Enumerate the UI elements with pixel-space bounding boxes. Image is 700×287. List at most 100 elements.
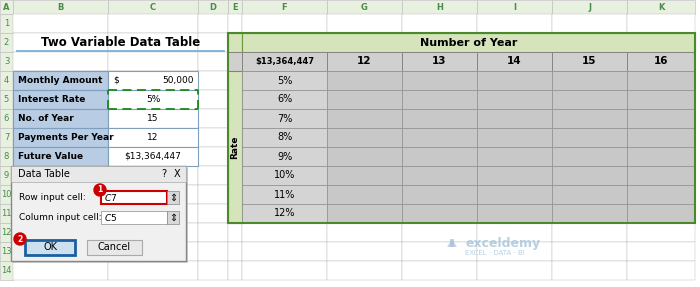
Bar [198, 33, 228, 52]
Bar [13, 33, 108, 52]
Bar [477, 128, 552, 147]
Bar [402, 109, 477, 128]
Bar [25, 240, 75, 255]
Bar [13, 128, 108, 147]
Bar [108, 166, 198, 185]
Bar [477, 90, 552, 109]
Bar [552, 147, 627, 166]
Bar [242, 204, 327, 223]
Text: Two Variable Data Table: Two Variable Data Table [41, 36, 200, 49]
Text: 12%: 12% [274, 208, 295, 218]
Bar [108, 109, 198, 128]
Text: 9%: 9% [277, 152, 292, 162]
Bar [627, 166, 695, 185]
Bar [477, 204, 552, 223]
Bar [0, 166, 13, 185]
Bar [13, 168, 188, 263]
Bar [552, 14, 627, 33]
Text: Data Table: Data Table [18, 169, 70, 179]
Bar [627, 204, 695, 223]
Bar [228, 0, 242, 14]
Bar [198, 166, 228, 185]
Bar [627, 14, 695, 33]
Bar [627, 128, 695, 147]
Bar [167, 191, 179, 204]
Bar [477, 71, 552, 90]
Bar [108, 185, 198, 204]
Bar [0, 33, 13, 52]
Bar [108, 0, 198, 14]
Text: G: G [361, 3, 368, 11]
Text: $C$7: $C$7 [104, 192, 118, 203]
Bar [108, 109, 198, 128]
Bar [108, 242, 198, 261]
Bar [627, 52, 695, 71]
Bar [552, 52, 627, 71]
Bar [108, 223, 198, 242]
Bar [108, 71, 198, 90]
Bar [198, 204, 228, 223]
Circle shape [94, 184, 106, 196]
Bar [552, 33, 627, 52]
Text: 2: 2 [4, 38, 9, 47]
Bar [228, 147, 242, 166]
Bar [108, 52, 198, 71]
Text: 15: 15 [582, 57, 596, 67]
Bar [327, 242, 402, 261]
Bar [552, 71, 627, 90]
Bar [108, 14, 198, 33]
Bar [402, 261, 477, 280]
Text: 7%: 7% [276, 113, 292, 123]
Bar [402, 147, 477, 166]
Bar [477, 33, 552, 52]
Text: OK: OK [43, 243, 57, 253]
Text: 12: 12 [147, 133, 159, 142]
Bar [242, 166, 327, 185]
Text: F: F [281, 3, 287, 11]
Bar [402, 223, 477, 242]
Bar [108, 204, 198, 223]
Bar [477, 52, 552, 71]
Bar [552, 109, 627, 128]
Text: 14: 14 [1, 266, 12, 275]
Text: 4: 4 [4, 76, 9, 85]
Bar [477, 242, 552, 261]
Bar [627, 71, 695, 90]
Bar [402, 166, 477, 185]
Bar [0, 223, 13, 242]
Text: J: J [588, 3, 591, 11]
Bar [552, 52, 627, 71]
Text: 11%: 11% [274, 189, 295, 199]
Bar [242, 128, 327, 147]
Text: 6%: 6% [277, 94, 292, 104]
Bar [552, 185, 627, 204]
Bar [228, 33, 242, 52]
Text: 5%: 5% [276, 75, 292, 86]
Bar [552, 90, 627, 109]
Bar [13, 223, 108, 242]
Bar [198, 71, 228, 90]
Bar [198, 90, 228, 109]
Bar [242, 109, 327, 128]
Text: No. of Year: No. of Year [18, 114, 74, 123]
Bar [228, 166, 242, 185]
Text: 12: 12 [1, 228, 12, 237]
Text: $13,364,447: $13,364,447 [125, 152, 181, 161]
Bar [242, 90, 327, 109]
Text: 8: 8 [4, 152, 9, 161]
Text: $: $ [113, 76, 119, 85]
Bar [242, 33, 327, 52]
Text: exceldemy: exceldemy [465, 236, 540, 249]
Bar [327, 223, 402, 242]
Bar [13, 14, 108, 33]
Bar [627, 261, 695, 280]
Bar [477, 147, 552, 166]
Bar [477, 147, 552, 166]
Bar [552, 166, 627, 185]
Bar [13, 71, 108, 90]
Bar [198, 185, 228, 204]
Bar [13, 147, 108, 166]
Bar [242, 109, 327, 128]
Bar [627, 0, 695, 14]
Bar [327, 261, 402, 280]
